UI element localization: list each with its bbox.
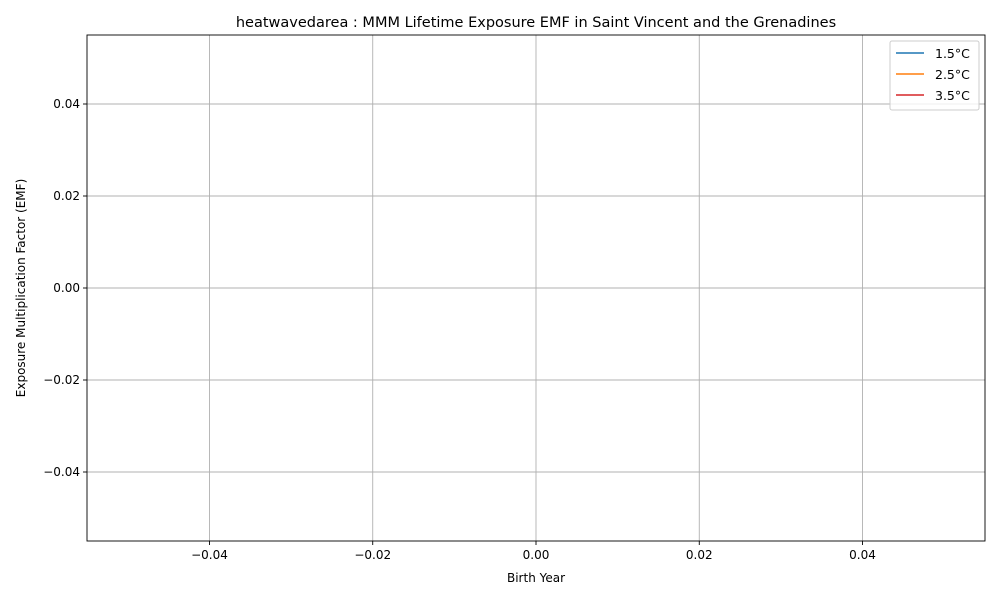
y-tick-label: −0.04 (43, 465, 80, 479)
x-axis-label: Birth Year (507, 571, 565, 585)
x-tick-label: 0.02 (686, 548, 713, 562)
x-tick-label: 0.00 (523, 548, 550, 562)
legend-label: 2.5°C (935, 67, 970, 82)
x-tick-label: 0.04 (849, 548, 876, 562)
y-axis-label: Exposure Multiplication Factor (EMF) (14, 179, 28, 397)
y-axis-ticks: −0.04 −0.02 0.00 0.02 0.04 (43, 97, 87, 479)
x-tick-label: −0.02 (354, 548, 391, 562)
y-tick-label: 0.02 (53, 189, 80, 203)
y-tick-label: 0.04 (53, 97, 80, 111)
x-tick-label: −0.04 (191, 548, 228, 562)
legend-label: 1.5°C (935, 46, 970, 61)
y-tick-label: −0.02 (43, 373, 80, 387)
legend-box (889, 40, 980, 111)
legend: 1.5°C 2.5°C 3.5°C (889, 40, 980, 111)
legend-label: 3.5°C (935, 88, 970, 103)
chart-title: heatwavedarea : MMM Lifetime Exposure EM… (236, 15, 836, 31)
x-axis-ticks: −0.04 −0.02 0.00 0.02 0.04 (191, 541, 876, 562)
y-tick-label: 0.00 (53, 281, 80, 295)
grid-lines (87, 35, 985, 541)
